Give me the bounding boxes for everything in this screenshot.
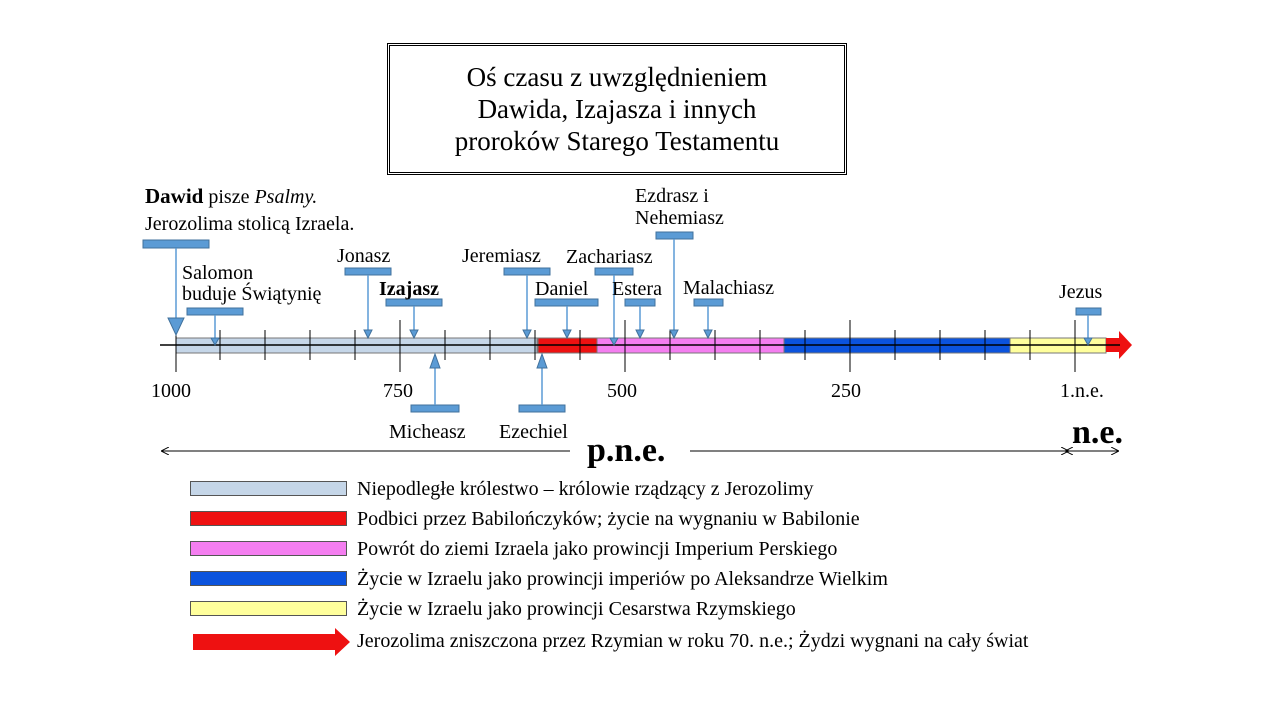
title-box: Oś czasu z uwzględnieniem Dawida, Izajas… [387, 43, 847, 175]
label-izajasz: Izajasz [379, 278, 439, 300]
title-line-1: Oś czasu z uwzględnieniem [466, 62, 768, 92]
era-label-bce: p.n.e. [587, 432, 666, 469]
legend-arrow-swatch [193, 628, 350, 656]
label-malachiasz: Malachiasz [683, 277, 775, 299]
label-dawid-line2: Jerozolima stolicą Izraela. [145, 213, 355, 235]
markers [142, 231, 1102, 413]
marker-izajasz [385, 298, 443, 307]
legend-label-independent: Niepodległe królestwo – królowie rządząc… [357, 478, 814, 500]
legend-swatch-babylon [190, 511, 347, 526]
label-ezechiel: Ezechiel [499, 421, 568, 443]
legend-label-persia: Powrót do ziemi Izraela jako prowincji I… [357, 538, 838, 560]
marker-daniel [534, 298, 599, 307]
label-jezus: Jezus [1059, 281, 1103, 303]
marker-jezus [1075, 307, 1102, 316]
marker-dawid [142, 239, 210, 249]
tick-label-500: 500 [607, 380, 637, 402]
era-label-ce: n.e. [1072, 414, 1123, 451]
label-dawid: Dawid pisze Psalmy. [145, 184, 318, 208]
marker-malachiasz [693, 298, 724, 307]
marker-jonasz [344, 267, 392, 276]
marker-jeremiasz [503, 267, 551, 276]
label-zachariasz: Zachariasz [566, 246, 653, 268]
label-estera: Estera [612, 278, 662, 300]
tick-label-250: 250 [831, 380, 861, 402]
ticks [175, 320, 1076, 372]
label-daniel: Daniel [535, 278, 589, 300]
label-jonasz: Jonasz [337, 245, 391, 267]
tick-label-1000: 1000 [151, 380, 191, 402]
legend-swatch-persia [190, 541, 347, 556]
marker-salomon [186, 307, 244, 316]
legend-swatch-rome [190, 601, 347, 616]
marker-estera [624, 298, 656, 307]
marker-micheasz [410, 404, 460, 413]
tick-label-750: 750 [383, 380, 413, 402]
legend-label-destruction: Jerozolima zniszczona przez Rzymian w ro… [357, 630, 1029, 652]
marker-ezechiel [518, 404, 566, 413]
legend-label-rome: Życie w Izraelu jako prowincji Cesarstwa… [357, 598, 796, 620]
marker-ezdrasz [655, 231, 694, 240]
title-line-3: proroków Starego Testamentu [454, 126, 780, 156]
label-jeremiasz: Jeremiasz [462, 245, 541, 267]
legend-swatch-hellenistic [190, 571, 347, 586]
tick-label-1ne: 1.n.e. [1060, 380, 1104, 402]
label-ezdrasz-1: Ezdrasz i [635, 185, 709, 207]
label-salomon-1: Salomon [182, 262, 254, 284]
legend-swatch-independent [190, 481, 347, 496]
label-ezdrasz-2: Nehemiasz [635, 207, 724, 229]
label-micheasz: Micheasz [389, 421, 466, 443]
legend-label-babylon: Podbici przez Babilończyków; życie na wy… [357, 508, 860, 530]
title-line-2: Dawida, Izajasza i innych [477, 94, 757, 124]
label-salomon-2: buduje Świątynię [182, 283, 322, 305]
marker-zachariasz [594, 267, 634, 276]
legend-label-hellenistic: Życie w Izraelu jako prowincji imperiów … [357, 568, 888, 590]
